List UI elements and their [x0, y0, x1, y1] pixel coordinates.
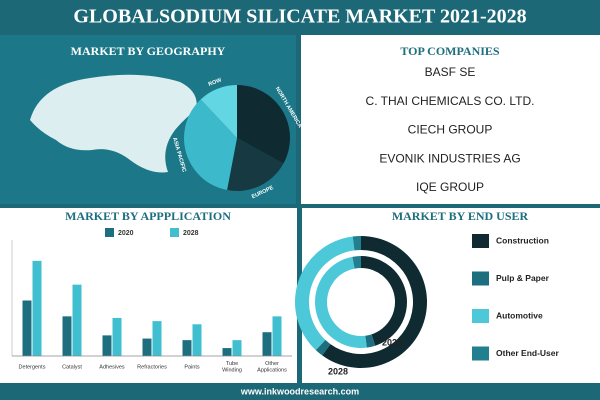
company: CIECH GROUP: [408, 123, 493, 137]
bar: [32, 260, 42, 356]
x-tick-label: Other Applications: [257, 361, 287, 374]
x-tick-label: Adhesives: [99, 364, 125, 370]
bar: [72, 284, 82, 356]
chart-title: MARKET BY GEOGRAPHY: [71, 44, 226, 58]
slice-label: ROW: [208, 77, 223, 88]
company: C. THAI CHEMICALS CO. LTD.: [366, 94, 535, 108]
chart-title: MARKET BY APPPLICATION: [65, 209, 231, 223]
legend-label: 2028: [183, 230, 199, 237]
legend-label: Other End-User: [496, 348, 560, 358]
bar: [262, 332, 272, 356]
chart-title: MARKET BY END USER: [392, 209, 529, 223]
legend-swatch: [472, 309, 489, 323]
x-tick-label: Detergents: [19, 364, 46, 370]
bar: [62, 316, 72, 356]
pie-slice: [227, 138, 284, 191]
bar: [222, 348, 232, 356]
legend-swatch: [472, 234, 489, 248]
pie-slice: [184, 99, 237, 191]
legend-swatch: [170, 228, 179, 237]
legend-label: Automotive: [496, 310, 543, 320]
bar: [112, 317, 122, 356]
bar: [272, 316, 282, 356]
x-tick-label: Tube Winding: [222, 361, 242, 374]
footer-url: www.inkwoodresearch.com: [240, 386, 359, 396]
bar: [22, 300, 32, 356]
x-tick-label: Refractories: [137, 364, 167, 370]
donut-segment: [295, 236, 355, 351]
legend-label: Pulp & Paper: [496, 273, 550, 283]
ring-label: 2028: [328, 366, 348, 376]
legend-label: Construction: [496, 235, 549, 245]
company: IQE GROUP: [416, 180, 484, 194]
donut-segment: [352, 236, 361, 251]
companies-title: TOP COMPANIES: [400, 44, 500, 58]
company: BASF SE: [425, 65, 476, 79]
donut-segment: [315, 339, 331, 356]
x-tick-label: Paints: [184, 364, 200, 370]
company: EVONIK INDUSTRIES AG: [379, 151, 520, 165]
bar: [192, 324, 202, 356]
legend-swatch: [105, 228, 114, 237]
companies-panel: [301, 35, 600, 204]
donut-segment: [322, 236, 427, 368]
pie-slice: [237, 85, 290, 164]
page-title: GLOBALSODIUM SILICATE MARKET 2021-2028: [73, 6, 526, 28]
legend-swatch: [472, 346, 489, 361]
ring-label: 2020: [382, 337, 402, 347]
bar: [232, 340, 242, 356]
donut-segment: [352, 256, 361, 269]
bar: [182, 340, 192, 356]
bar: [152, 321, 162, 356]
x-tick-label: Catalyst: [62, 364, 82, 370]
donut-segment: [365, 334, 376, 348]
world-map: [30, 74, 197, 173]
legend-label: 2020: [118, 230, 134, 237]
donut-segment: [361, 256, 407, 346]
legend-swatch: [472, 271, 489, 286]
application-panel: [0, 208, 297, 383]
bar: [142, 338, 152, 356]
pie-slice: [200, 85, 237, 138]
bar: [102, 335, 112, 356]
donut-segment: [315, 256, 367, 348]
